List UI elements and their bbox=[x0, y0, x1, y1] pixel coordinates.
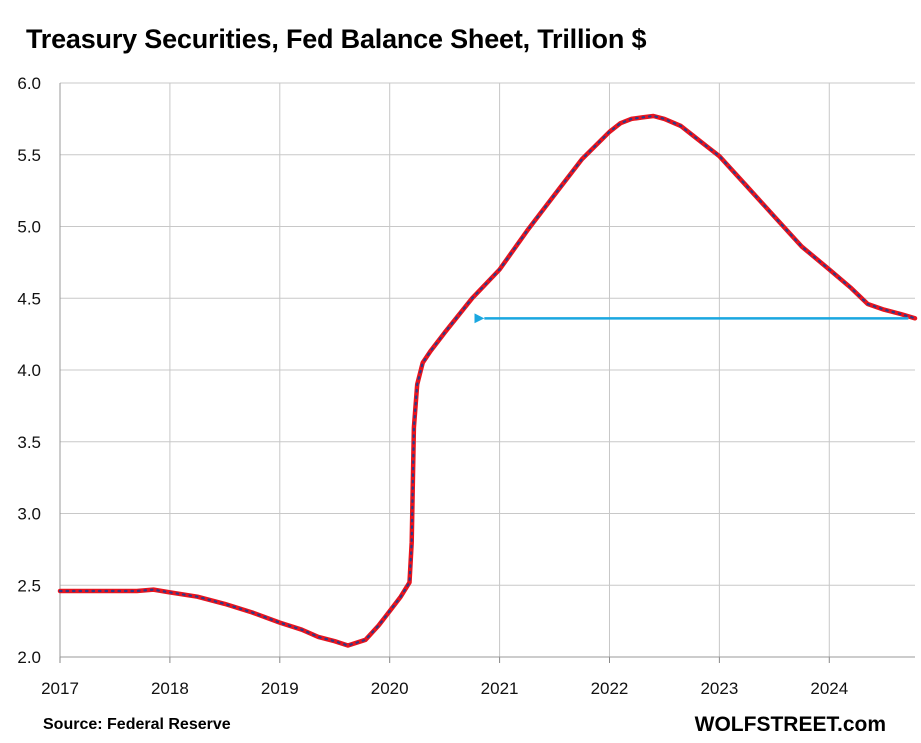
y-tick-label: 3.5 bbox=[17, 433, 41, 452]
x-tick-label: 2018 bbox=[151, 679, 189, 698]
x-tick-label: 2019 bbox=[261, 679, 299, 698]
brand-label: WOLFSTREET.com bbox=[694, 713, 886, 736]
y-tick-label: 5.0 bbox=[17, 218, 41, 237]
y-tick-label: 2.0 bbox=[17, 648, 41, 667]
y-tick-label: 6.0 bbox=[17, 74, 41, 93]
series bbox=[57, 113, 918, 648]
source-note: Source: Federal Reserve bbox=[43, 716, 231, 733]
series-line bbox=[57, 113, 918, 648]
y-tick-label: 4.0 bbox=[17, 361, 41, 380]
x-tick-label: 2017 bbox=[41, 679, 79, 698]
series-markers bbox=[58, 114, 917, 647]
axes bbox=[59, 83, 915, 663]
y-tick-label: 2.5 bbox=[17, 576, 41, 595]
y-tick-label: 3.0 bbox=[17, 505, 41, 524]
x-tick-label: 2023 bbox=[700, 679, 738, 698]
x-tick-label: 2024 bbox=[810, 679, 848, 698]
chart-title: Treasury Securities, Fed Balance Sheet, … bbox=[26, 24, 647, 54]
grid bbox=[60, 82, 915, 657]
x-tick-label: 2022 bbox=[591, 679, 629, 698]
x-axis-ticks: 2017 2018 2019 2020 2021 2022 2023 2024 bbox=[41, 679, 848, 698]
y-tick-label: 4.5 bbox=[17, 289, 41, 308]
x-tick-label: 2020 bbox=[371, 679, 409, 698]
x-tick-label: 2021 bbox=[481, 679, 519, 698]
y-tick-label: 5.5 bbox=[17, 146, 41, 165]
y-axis-ticks: 2.0 2.5 3.0 3.5 4.0 4.5 5.0 5.5 6.0 bbox=[17, 74, 41, 667]
